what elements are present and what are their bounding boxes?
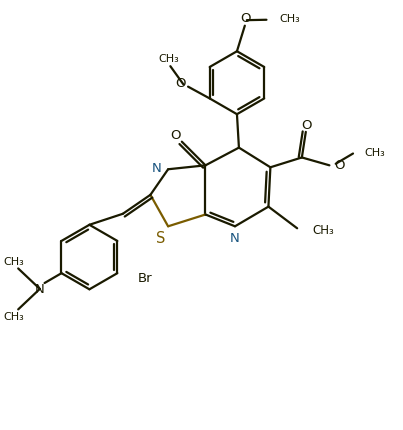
Text: O: O (240, 12, 251, 25)
Text: O: O (175, 77, 185, 90)
Text: CH₃: CH₃ (3, 312, 24, 322)
Text: N: N (229, 231, 239, 244)
Text: CH₃: CH₃ (158, 53, 179, 63)
Text: CH₃: CH₃ (312, 223, 334, 236)
Text: Br: Br (138, 272, 152, 285)
Text: CH₃: CH₃ (3, 257, 24, 267)
Text: O: O (334, 159, 345, 172)
Text: O: O (301, 118, 312, 131)
Text: N: N (35, 283, 45, 296)
Text: N: N (152, 161, 162, 175)
Text: O: O (171, 129, 181, 142)
Text: S: S (156, 230, 165, 245)
Text: CH₃: CH₃ (279, 14, 300, 24)
Text: CH₃: CH₃ (364, 147, 385, 157)
